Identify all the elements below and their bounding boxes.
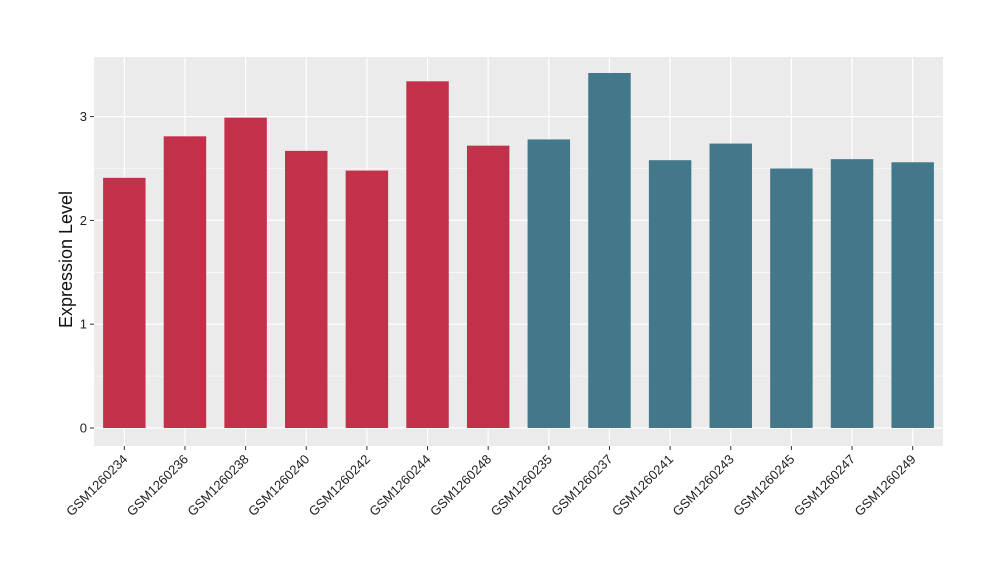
plot-panel	[94, 57, 943, 446]
bar-gsm1260235	[527, 139, 571, 428]
y-tick-label: 2	[80, 213, 87, 228]
bars	[103, 73, 934, 429]
bar-gsm1260234	[103, 177, 146, 428]
x-tick-label: GSM1260248	[427, 452, 494, 519]
y-tick-label: 1	[80, 317, 87, 332]
x-axis: GSM1260234GSM1260236GSM1260238GSM1260240…	[63, 446, 919, 519]
bar-gsm1260243	[709, 143, 752, 428]
x-tick-label: GSM1260235	[488, 452, 555, 519]
x-tick-label: GSM1260234	[63, 452, 130, 519]
x-tick-label: GSM1260238	[184, 452, 251, 519]
bar-gsm1260241	[648, 160, 692, 429]
bar-gsm1260244	[406, 81, 449, 429]
x-tick-label: GSM1260237	[548, 452, 615, 519]
bar-gsm1260240	[285, 150, 328, 428]
bar-gsm1260248	[466, 145, 510, 428]
y-axis-label: Expression Level	[56, 191, 76, 328]
x-tick-label: GSM1260247	[791, 452, 858, 519]
x-tick-label: GSM1260241	[609, 452, 676, 519]
bar-gsm1260238	[224, 117, 267, 428]
y-axis: 0 1 2 3	[80, 109, 94, 436]
x-tick-label: GSM1260243	[670, 452, 737, 519]
bar-gsm1260237	[588, 73, 631, 428]
bar-gsm1260242	[345, 170, 389, 429]
bar-gsm1260249	[891, 162, 934, 428]
x-tick-label: GSM1260236	[124, 452, 191, 519]
x-tick-label: GSM1260244	[366, 452, 433, 519]
x-tick-label: GSM1260240	[245, 452, 312, 519]
bar-gsm1260245	[770, 168, 813, 428]
y-tick-label: 3	[80, 109, 87, 124]
y-tick-label: 0	[80, 421, 87, 436]
bar-gsm1260247	[830, 159, 874, 428]
x-tick-label: GSM1260245	[730, 452, 797, 519]
x-tick-label: GSM1260242	[306, 452, 373, 519]
bar-gsm1260236	[163, 136, 207, 428]
x-tick-label: GSM1260249	[851, 452, 918, 519]
